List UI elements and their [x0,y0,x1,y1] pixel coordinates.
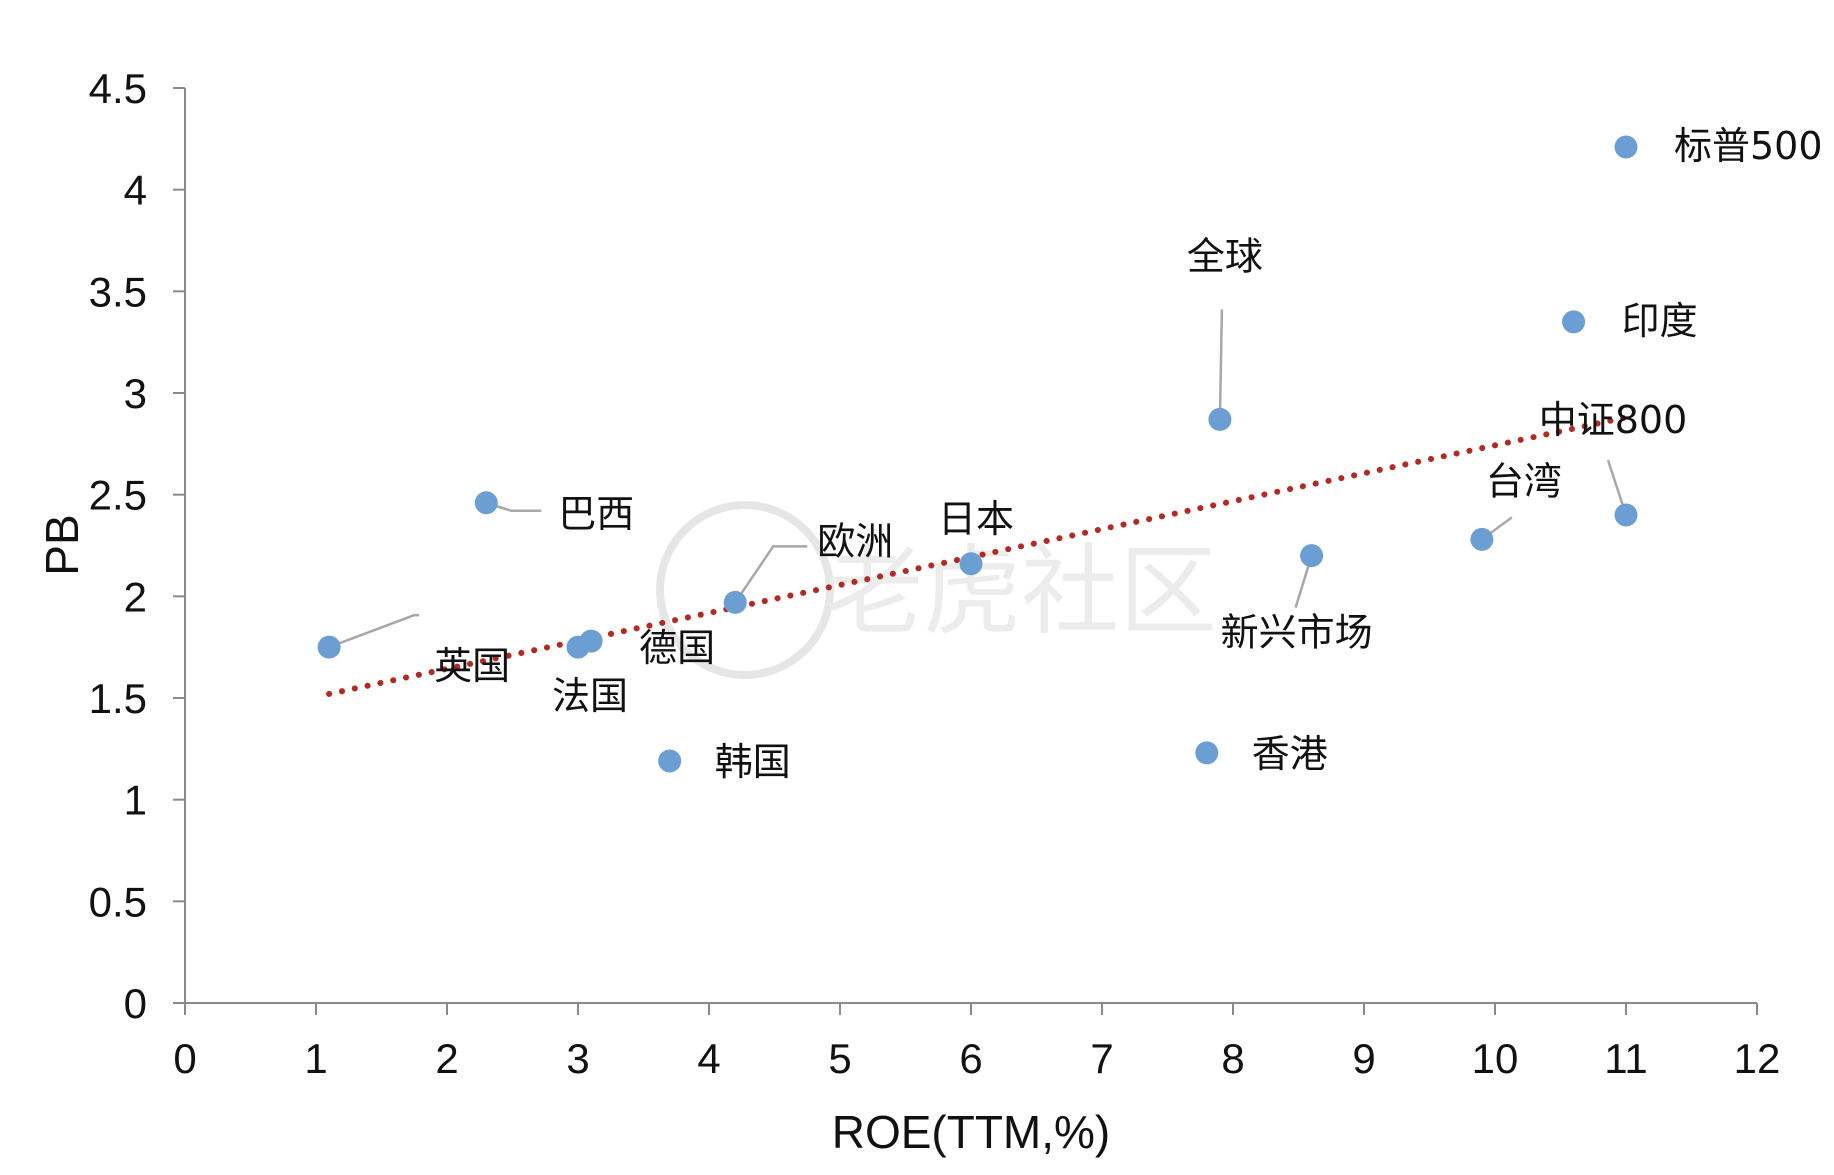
point-label: 新兴市场 [1221,611,1373,655]
data-point [1208,407,1232,431]
leader-line [1218,309,1224,420]
point-label: 中证800 [1539,398,1688,442]
trendline [326,414,1629,697]
point-label: 德国 [639,626,715,670]
data-point [579,629,603,653]
point-label: 日本 [938,497,1014,541]
x-tick-label: 11 [1604,1035,1648,1082]
x-tick-label: 12 [1734,1035,1781,1082]
trendline-line [326,414,1629,697]
data-point [1195,741,1219,765]
point-label: 台湾 [1486,459,1562,503]
data-point [1300,544,1324,568]
x-tick-label: 8 [1221,1035,1244,1082]
point-label: 英国 [434,644,510,688]
point-label: 欧洲 [817,519,893,563]
axes: 00.511.522.533.544.50 1 2 3 4 5 6 7 8 9 10 11 12ROE(… [36,65,1780,1158]
x-tick-label: 9 [1352,1035,1375,1082]
data-point [723,590,747,614]
x-tick-label: 6 [959,1035,982,1082]
x-tick-label: 5 [828,1035,851,1082]
x-tick-label: 0 [173,1035,196,1082]
point-label: 香港 [1252,732,1328,776]
watermark: 老虎社区 [656,501,1217,679]
y-tick-label: 3 [124,370,147,417]
x-axis-title: ROE(TTM,%) [832,1106,1111,1158]
data-point [959,552,983,576]
point-label: 全球 [1187,234,1263,278]
y-tick-label: 1.5 [89,675,147,722]
data-point [317,635,341,659]
data-point [1614,135,1638,159]
point-label: 巴西 [558,492,634,536]
point-label: 韩国 [715,740,791,784]
x-tick-label: 1 [304,1035,327,1082]
x-tick-label: 3 [566,1035,589,1082]
data-point [1562,310,1586,334]
point-label: 法国 [552,674,628,718]
y-tick-label: 0 [124,980,147,1027]
y-tick-label: 2.5 [89,472,147,519]
watermark-text: 老虎社区 [825,535,1217,649]
x-tick-label: 10 [1472,1035,1519,1082]
data-point [1470,527,1494,551]
x-tick-label: 2 [435,1035,458,1082]
data-point [1614,503,1638,527]
leader-line [328,613,420,649]
y-tick-label: 1 [124,777,147,824]
y-axis-title: PB [36,514,88,575]
y-tick-label: 4 [124,167,147,214]
data-points [317,135,1638,773]
point-label: 印度 [1622,299,1698,343]
point-label: 标普500 [1674,124,1823,168]
y-tick-label: 3.5 [89,268,147,315]
y-tick-label: 2 [124,573,147,620]
x-tick-label: 4 [697,1035,720,1082]
x-tick-label: 7 [1090,1035,1113,1082]
y-tick-label: 0.5 [89,878,147,925]
data-point [474,491,498,515]
leader-line [734,545,808,604]
y-tick-label: 4.5 [89,65,147,112]
data-point [658,749,682,773]
